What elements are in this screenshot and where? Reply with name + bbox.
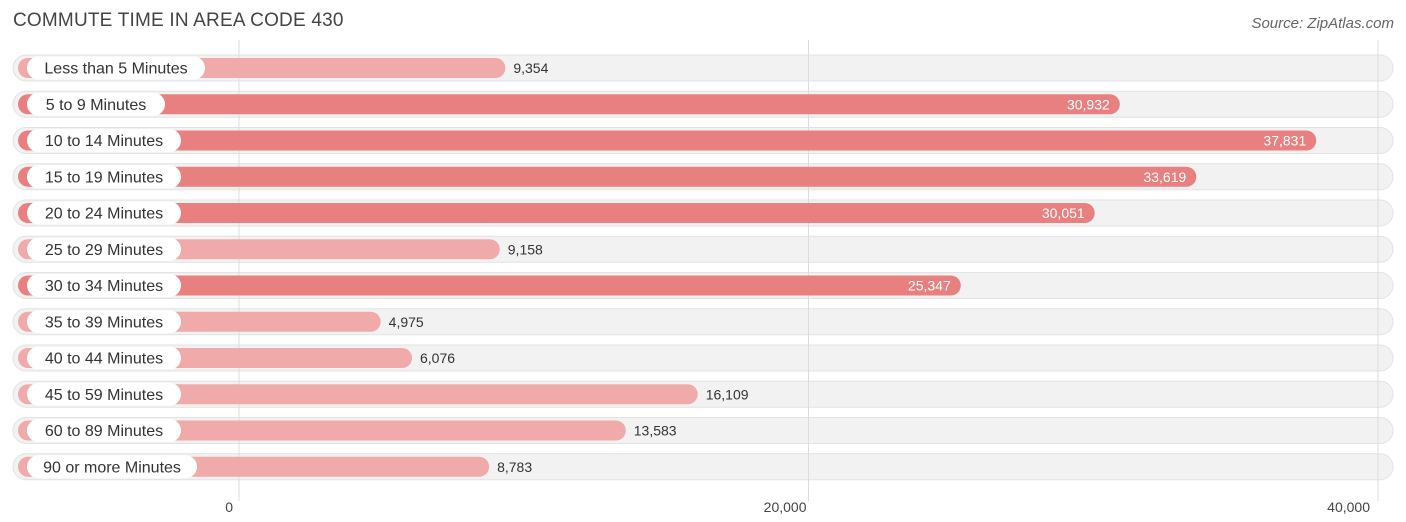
category-label: 20 to 24 Minutes <box>45 206 163 223</box>
bar <box>18 130 1317 151</box>
bar <box>18 94 1120 115</box>
value-label: 16,109 <box>706 386 749 402</box>
category-label: 35 to 39 Minutes <box>45 314 163 331</box>
value-label: 30,932 <box>1067 96 1110 112</box>
source-attribution: Source: ZipAtlas.com <box>1251 15 1394 32</box>
category-label-pill <box>27 201 181 225</box>
value-label: 37,831 <box>1263 133 1306 149</box>
category-label: 90 or more Minutes <box>43 459 181 476</box>
value-label: 25,347 <box>908 278 951 294</box>
category-label: 25 to 29 Minutes <box>45 242 163 259</box>
category-label: Less than 5 Minutes <box>44 61 187 78</box>
category-label-pill <box>27 310 181 334</box>
category-label: 30 to 34 Minutes <box>45 278 163 295</box>
value-label: 33,619 <box>1143 169 1186 185</box>
category-label-pill <box>27 237 181 261</box>
bar <box>18 384 698 405</box>
value-label: 8,783 <box>497 459 532 475</box>
tick-label: 20,000 <box>764 499 807 515</box>
chart-title: COMMUTE TIME IN AREA CODE 430 <box>13 10 344 31</box>
value-label: 9,158 <box>508 241 543 257</box>
bar <box>18 203 1095 223</box>
category-label-pill <box>27 274 181 297</box>
category-label: 60 to 89 Minutes <box>45 423 163 440</box>
value-label: 30,051 <box>1042 205 1085 221</box>
value-label: 4,975 <box>389 314 424 330</box>
bars: Less than 5 Minutes 9,354 5 to 9 Minutes 30… <box>18 56 1317 479</box>
tick-label: 0 <box>225 499 233 515</box>
x-axis-ticks: 0 20,000 40,000 <box>225 499 1370 515</box>
value-label: 9,354 <box>513 60 548 76</box>
category-label: 5 to 9 Minutes <box>46 97 147 114</box>
category-label: 10 to 14 Minutes <box>45 133 163 150</box>
category-label-pill <box>27 129 181 152</box>
category-label-pill <box>27 165 181 189</box>
category-label-pill <box>27 382 181 406</box>
category-label-pill <box>27 92 165 116</box>
category-label-pill <box>27 419 181 442</box>
bar <box>18 275 961 296</box>
value-label: 6,076 <box>420 350 455 366</box>
category-label: 40 to 44 Minutes <box>45 351 163 368</box>
category-label: 45 to 59 Minutes <box>45 387 163 404</box>
category-label-pill <box>27 346 181 370</box>
bar <box>18 166 1197 187</box>
row-backgrounds <box>12 54 1394 481</box>
tick-label: 40,000 <box>1327 499 1370 515</box>
category-label-pill <box>27 56 205 80</box>
category-label: 15 to 19 Minutes <box>45 169 163 186</box>
category-label-pill <box>27 455 197 479</box>
value-label: 13,583 <box>634 423 677 439</box>
